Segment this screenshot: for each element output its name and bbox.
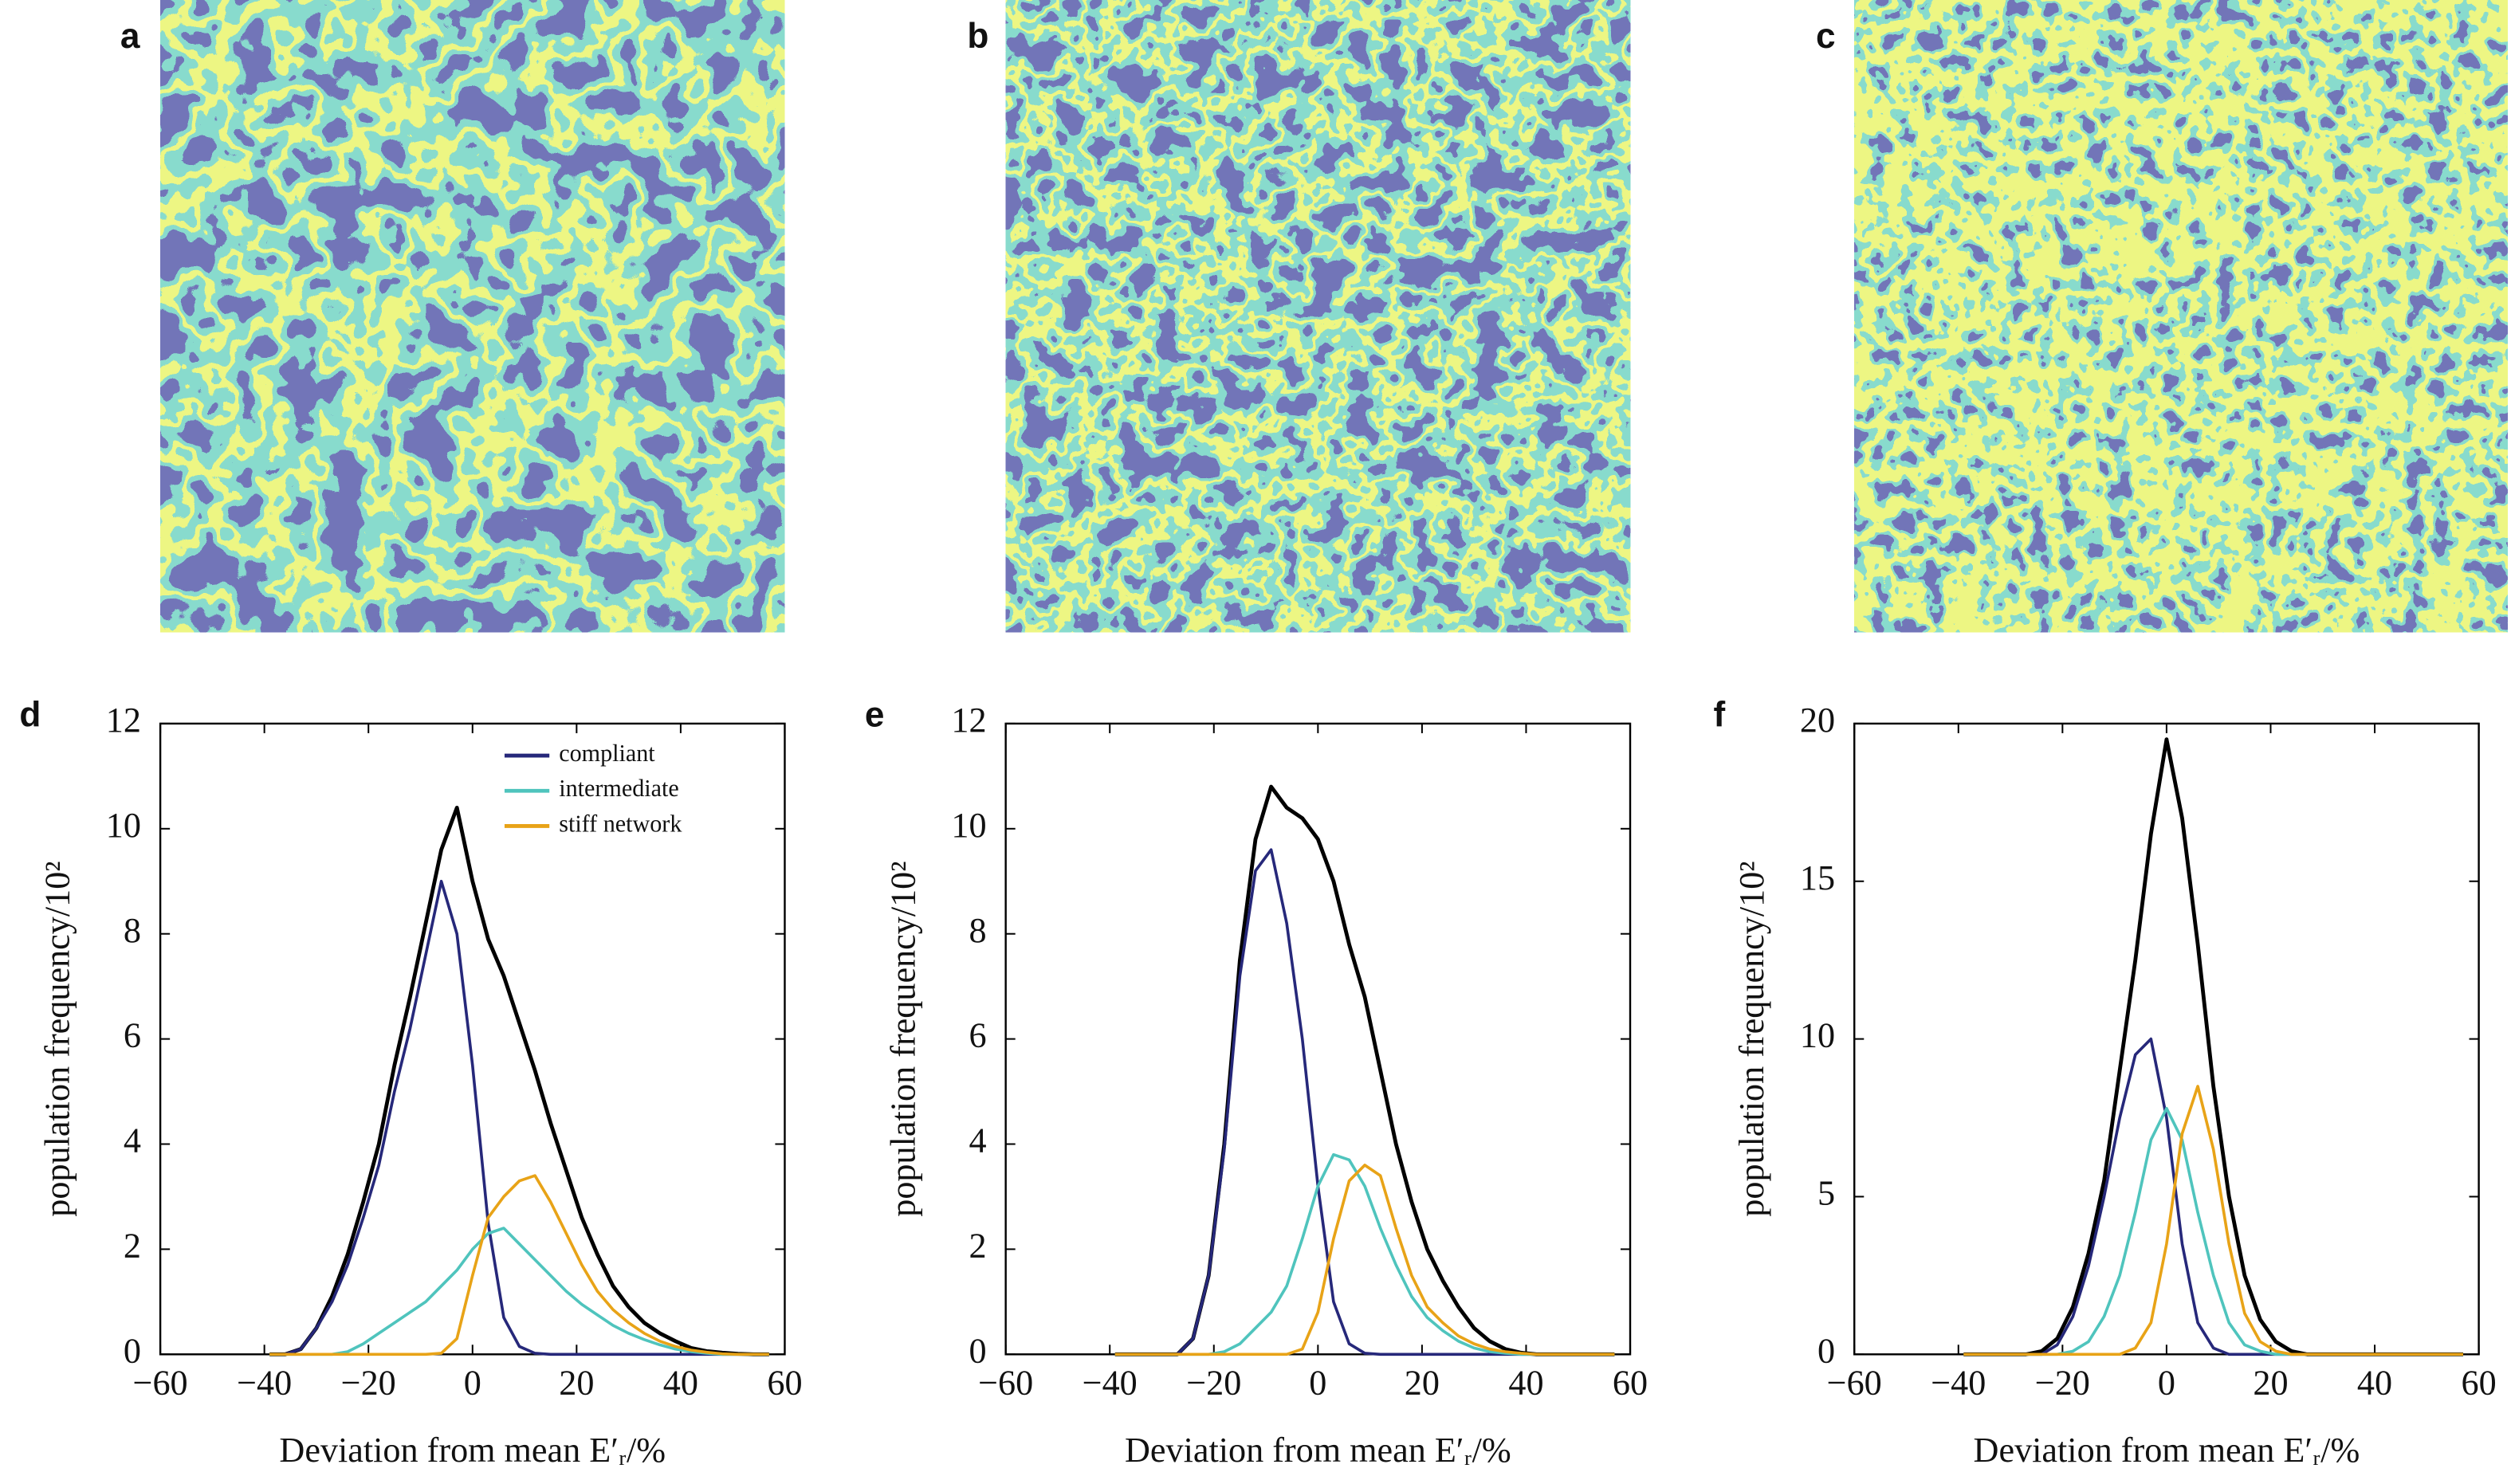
y-tick-label: 4 <box>124 1121 141 1160</box>
series-line <box>1114 1152 1615 1356</box>
y-axis-label: population frequency/10² <box>883 861 922 1216</box>
x-axis-label: Deviation from mean E′ᵣ/% <box>1974 1431 2360 1470</box>
series-line <box>1114 1164 1615 1356</box>
plot-frame <box>159 722 786 1356</box>
x-tick-label: 40 <box>2357 1364 2392 1403</box>
x-tick-label: −60 <box>1827 1364 1882 1403</box>
y-tick-label: 10 <box>106 806 141 845</box>
network-map <box>160 0 785 633</box>
y-axis-label: population frequency/10² <box>38 861 77 1216</box>
y-tick-label: 0 <box>124 1331 141 1370</box>
panel-label: b <box>967 17 988 56</box>
panel-label: d <box>19 696 41 735</box>
x-tick-label: 20 <box>1405 1364 1440 1403</box>
x-tick-label: −40 <box>1083 1364 1138 1403</box>
y-tick-label: 15 <box>1800 858 1835 897</box>
panel-label: c <box>1816 17 1836 56</box>
x-tick-label: 60 <box>767 1364 802 1403</box>
x-tick-label: 40 <box>663 1364 698 1403</box>
legend-label: compliant <box>559 740 655 767</box>
panel-label: f <box>1713 696 1725 735</box>
legend-label: stiff network <box>559 810 682 837</box>
y-tick-label: 2 <box>969 1227 986 1266</box>
y-tick-label: 10 <box>951 806 986 845</box>
x-tick-label: 0 <box>464 1364 481 1403</box>
y-tick-label: 2 <box>124 1227 141 1266</box>
panel-label: e <box>865 696 885 735</box>
series-line <box>1963 1085 2464 1356</box>
x-tick-label: −40 <box>1931 1364 1986 1403</box>
y-tick-label: 0 <box>969 1331 986 1370</box>
x-tick-label: −60 <box>133 1364 188 1403</box>
x-tick-label: −40 <box>237 1364 292 1403</box>
y-tick-label: 5 <box>1817 1174 1835 1213</box>
plot-frame <box>1004 722 1632 1356</box>
y-axis-label: population frequency/10² <box>1732 861 1771 1216</box>
y-tick-label: 6 <box>969 1016 986 1055</box>
y-tick-label: 8 <box>124 911 141 950</box>
x-axis-label: Deviation from mean E′ᵣ/% <box>1125 1431 1511 1470</box>
y-tick-label: 12 <box>951 701 986 740</box>
series-line <box>269 806 769 1356</box>
network-map <box>1005 0 1631 633</box>
x-tick-label: −20 <box>2035 1364 2090 1403</box>
y-tick-label: 6 <box>124 1016 141 1055</box>
series-line <box>269 1227 769 1356</box>
x-axis-label: Deviation from mean E′ᵣ/% <box>279 1431 666 1470</box>
legend-label: intermediate <box>559 775 678 802</box>
y-tick-label: 12 <box>106 701 141 740</box>
x-tick-label: 20 <box>559 1364 594 1403</box>
x-tick-label: 60 <box>2462 1364 2497 1403</box>
x-tick-label: 0 <box>1309 1364 1326 1403</box>
x-tick-label: 60 <box>1613 1364 1648 1403</box>
x-tick-label: −20 <box>341 1364 396 1403</box>
panel-label: a <box>120 17 140 56</box>
y-tick-label: 20 <box>1800 701 1835 740</box>
series-line <box>1114 784 1615 1356</box>
x-tick-label: −60 <box>978 1364 1033 1403</box>
series-line <box>269 879 769 1356</box>
network-map <box>1854 0 2508 633</box>
y-tick-label: 0 <box>1817 1331 1835 1370</box>
x-tick-label: −20 <box>1186 1364 1241 1403</box>
x-tick-label: 0 <box>2158 1364 2175 1403</box>
series-line <box>269 1174 769 1356</box>
y-tick-label: 10 <box>1800 1016 1835 1055</box>
x-tick-label: 40 <box>1508 1364 1543 1403</box>
plot-frame <box>1853 722 2480 1356</box>
series-line <box>1114 848 1615 1356</box>
y-tick-label: 8 <box>969 911 986 950</box>
x-tick-label: 20 <box>2253 1364 2288 1403</box>
y-tick-label: 4 <box>969 1121 986 1160</box>
series-line <box>1963 737 2464 1356</box>
